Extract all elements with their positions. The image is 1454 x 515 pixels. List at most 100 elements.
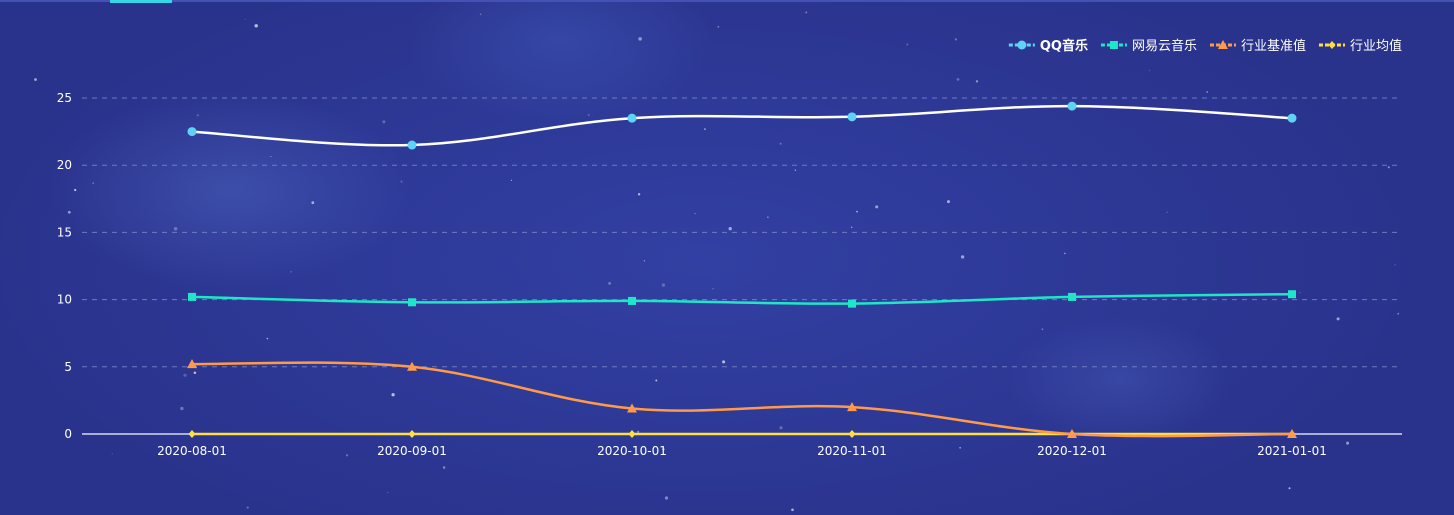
- series-2: [187, 359, 1297, 438]
- data-point[interactable]: [188, 292, 196, 301]
- star-dot: [655, 379, 658, 382]
- star-dot: [183, 373, 187, 377]
- data-point[interactable]: [628, 430, 636, 438]
- legend-label: 行业基准值: [1241, 38, 1306, 54]
- series-0: [187, 101, 1297, 150]
- star-dot: [956, 78, 960, 81]
- x-tick-label: 2020-09-01: [377, 444, 447, 458]
- star-dot: [74, 188, 77, 192]
- legend-item-0[interactable]: QQ音乐: [1008, 38, 1088, 54]
- star-dot: [1299, 292, 1301, 294]
- x-tick-label: 2020-10-01: [597, 444, 667, 458]
- star-dot: [1346, 441, 1350, 445]
- data-point[interactable]: [628, 296, 636, 305]
- x-tick-label: 2020-12-01: [1037, 444, 1107, 458]
- legend[interactable]: QQ音乐 网易云音乐 行业基准值 行业均值: [1008, 38, 1402, 54]
- y-tick-label: 0: [64, 427, 72, 441]
- y-tick-label: 20: [57, 158, 72, 172]
- star-dot: [638, 37, 642, 41]
- star-dot: [728, 227, 732, 231]
- data-point[interactable]: [1067, 101, 1077, 111]
- star-dot: [875, 205, 879, 209]
- star-dot: [712, 288, 714, 290]
- data-point[interactable]: [1067, 429, 1077, 438]
- x-tick-label: 2020-08-01: [157, 444, 227, 458]
- star-dot: [694, 213, 696, 215]
- data-point[interactable]: [408, 430, 416, 438]
- legend-item-3[interactable]: 行业均值: [1318, 38, 1402, 54]
- star-dot: [254, 24, 258, 28]
- star-dot: [805, 11, 808, 14]
- star-dot: [193, 371, 197, 375]
- data-point[interactable]: [1288, 290, 1296, 299]
- star-dot: [1041, 328, 1044, 331]
- data-point[interactable]: [627, 403, 637, 413]
- star-dot: [111, 453, 113, 455]
- data-point[interactable]: [848, 299, 856, 308]
- y-tick-label: 15: [57, 225, 72, 239]
- star-dot: [196, 114, 199, 117]
- star-dot: [794, 169, 797, 171]
- star-dot: [587, 113, 590, 117]
- star-dot: [1064, 252, 1066, 255]
- star-dot: [510, 179, 512, 181]
- legend-marker-icon[interactable]: [1328, 41, 1336, 49]
- y-tick-label: 25: [57, 91, 72, 105]
- data-point[interactable]: [1287, 429, 1297, 438]
- star-dot: [34, 78, 37, 81]
- star-dot: [480, 13, 482, 15]
- star-dot: [975, 80, 979, 83]
- star-dot: [67, 210, 71, 214]
- star-dot: [1336, 317, 1340, 321]
- star-dot: [1397, 312, 1400, 315]
- data-point[interactable]: [627, 113, 637, 123]
- star-dot: [244, 18, 246, 20]
- data-point[interactable]: [847, 112, 857, 122]
- active-tab-indicator: [110, 0, 172, 3]
- legend-item-2[interactable]: 行业基准值: [1209, 38, 1306, 54]
- data-point[interactable]: [1068, 292, 1076, 301]
- data-point[interactable]: [187, 359, 197, 369]
- data-point[interactable]: [1287, 113, 1297, 123]
- legend-marker-icon[interactable]: [1217, 40, 1228, 49]
- star-dot: [947, 200, 950, 204]
- star-dot: [791, 508, 794, 512]
- data-point[interactable]: [188, 430, 196, 438]
- data-point[interactable]: [847, 402, 857, 412]
- series-line: [191, 292, 1293, 305]
- star-dot: [661, 283, 666, 287]
- y-axis-tick-labels: 0 5 10 15 20 25: [57, 91, 72, 441]
- data-point[interactable]: [848, 430, 856, 438]
- star-dot: [779, 142, 782, 145]
- star-dot: [637, 430, 640, 433]
- legend-item-1[interactable]: 网易云音乐: [1100, 38, 1197, 54]
- star-dot: [1166, 211, 1168, 213]
- star-dot: [1148, 69, 1151, 72]
- x-tick-label: 2021-01-01: [1257, 444, 1327, 458]
- star-dot: [662, 447, 665, 451]
- data-point[interactable]: [408, 298, 416, 307]
- star-dot: [382, 120, 386, 124]
- data-point[interactable]: [187, 127, 197, 137]
- x-axis-tick-labels: 2020-08-01 2020-09-01 2020-10-01 2020-11-01…: [157, 444, 1327, 458]
- star-dot: [400, 180, 403, 183]
- legend-marker-icon[interactable]: [1017, 40, 1027, 50]
- data-point[interactable]: [407, 140, 417, 150]
- data-point[interactable]: [407, 361, 417, 371]
- legend-label: 网易云音乐: [1132, 38, 1197, 54]
- legend-label: QQ音乐: [1040, 38, 1088, 54]
- star-dot: [387, 492, 389, 494]
- legend-marker-icon[interactable]: [1109, 41, 1118, 49]
- star-dot: [767, 216, 769, 218]
- star-dot: [246, 506, 249, 509]
- star-dot: [391, 393, 395, 397]
- series-layer: [187, 101, 1297, 438]
- star-dot: [290, 270, 292, 273]
- star-dot: [1394, 264, 1396, 266]
- star-dot: [703, 128, 706, 131]
- star-dot: [311, 201, 315, 205]
- star-dot: [442, 466, 446, 469]
- star-dot: [92, 182, 94, 184]
- star-dot: [722, 360, 726, 364]
